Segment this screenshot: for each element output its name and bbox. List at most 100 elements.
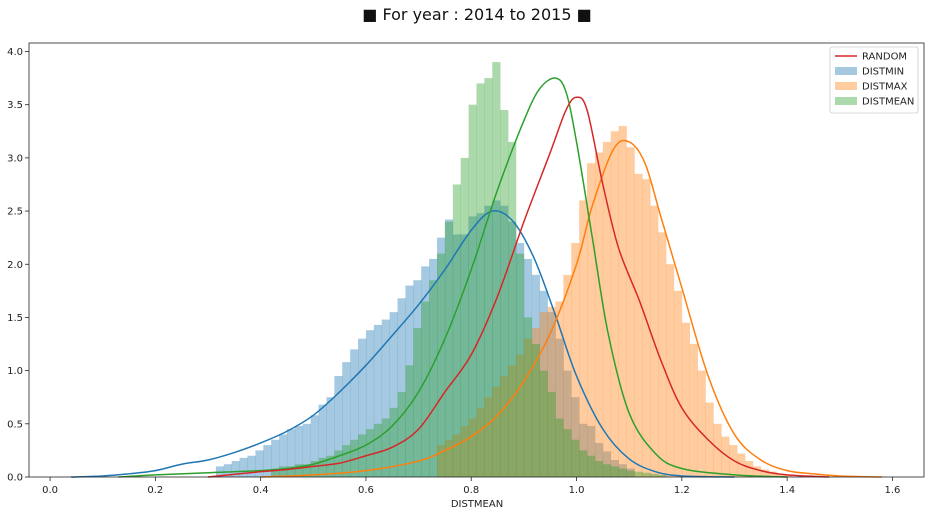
hist-bar-distmin xyxy=(271,439,280,477)
x-axis: 0.0 0.2 0.4 0.6 0.8 1.0 1.2 1.4 1.6 xyxy=(42,477,900,496)
legend-label-distmin: DISTMIN xyxy=(862,67,904,78)
y-tick-label: 3.0 xyxy=(7,153,23,164)
hist-bar-distmean xyxy=(421,301,430,477)
hist-bar-distmax xyxy=(642,179,651,477)
hist-bar-distmin xyxy=(579,423,588,477)
hist-bar-distmin xyxy=(587,425,596,477)
y-axis: 0.0 0.5 1.0 1.5 2.0 2.5 3.0 3.5 4.0 xyxy=(7,47,29,484)
hist-bar-distmean xyxy=(626,470,635,477)
y-tick-label: 0.0 xyxy=(7,473,23,484)
hist-bar-distmax xyxy=(737,453,746,477)
hist-bar-distmin xyxy=(231,461,240,477)
hist-bar-distmax xyxy=(666,264,675,477)
hist-bar-distmax xyxy=(697,370,706,477)
hist-bar-distmean xyxy=(492,62,501,477)
legend: RANDOM DISTMIN DISTMAX DISTMEAN xyxy=(829,46,919,114)
x-tick-label: 1.6 xyxy=(884,485,900,496)
y-tick-label: 1.0 xyxy=(7,366,23,377)
legend-label-random: RANDOM xyxy=(862,52,907,63)
kde-line-random xyxy=(207,96,830,478)
hist-bar-distmin xyxy=(239,457,248,477)
hist-bar-distmax xyxy=(508,365,517,477)
hist-bar-distmin xyxy=(508,221,517,477)
hist-bar-distmax xyxy=(689,344,698,477)
hist-bar-distmax xyxy=(626,147,635,477)
hist-bar-distmin xyxy=(531,274,540,477)
hist-bar-distmax xyxy=(634,173,643,477)
hist-bar-distmin xyxy=(389,312,398,477)
hist-bar-distmin xyxy=(555,338,564,477)
hist-distmean xyxy=(271,62,667,478)
hist-bar-distmax xyxy=(452,434,462,477)
hist-bar-distmean xyxy=(429,280,438,477)
legend-label-distmean: DISTMEAN xyxy=(862,97,914,108)
hist-bar-distmin xyxy=(547,312,556,477)
hist-bar-distmean xyxy=(350,439,359,477)
hist-bar-distmin xyxy=(334,375,343,477)
hist-bar-distmin xyxy=(397,298,406,477)
y-tick-label: 2.5 xyxy=(7,207,23,218)
hist-bar-distmean xyxy=(271,468,280,477)
x-tick-label: 0.4 xyxy=(253,485,269,496)
y-tick-label: 2.0 xyxy=(7,260,23,271)
hist-bar-distmax xyxy=(437,445,446,477)
hist-bar-distmin xyxy=(413,280,422,477)
hist-bar-distmin xyxy=(594,442,604,477)
hist-bar-distmin xyxy=(444,219,454,477)
hist-bar-distmin xyxy=(310,415,319,477)
hist-bar-distmin xyxy=(563,370,572,477)
hist-bar-distmax xyxy=(500,375,509,477)
hist-bar-distmin xyxy=(302,423,311,477)
hist-bar-distmax xyxy=(444,439,454,477)
hist-bar-distmean xyxy=(634,471,643,477)
hist-bar-distmin xyxy=(460,234,469,477)
hist-bar-distmin xyxy=(350,349,359,477)
hist-bar-distmax xyxy=(492,386,501,477)
legend-swatch-distmean xyxy=(835,97,857,105)
kde-line-distmin xyxy=(71,210,735,478)
hist-bar-distmean xyxy=(642,472,651,477)
hist-bar-distmean xyxy=(618,468,627,477)
hist-bar-distmin xyxy=(492,200,501,477)
hist-bar-distmax xyxy=(602,141,612,478)
hist-bar-distmin xyxy=(571,397,580,477)
hist-bar-distmin xyxy=(468,216,477,477)
hist-bar-distmean xyxy=(373,423,383,477)
hist-bar-distmax xyxy=(776,473,785,477)
hist-bar-distmax xyxy=(531,328,540,477)
hist-bar-distmean xyxy=(539,370,548,477)
hist-bar-distmin xyxy=(610,459,619,477)
x-tick-label: 1.0 xyxy=(569,485,585,496)
hist-bar-distmean xyxy=(389,407,398,477)
hist-bar-distmax xyxy=(515,354,525,477)
x-axis-label: DISTMEAN xyxy=(451,499,503,510)
hist-bar-distmean xyxy=(515,253,525,477)
y-tick-label: 3.5 xyxy=(7,100,23,111)
hist-bar-distmean xyxy=(523,317,533,477)
hist-bar-distmin xyxy=(421,266,430,477)
hist-bar-distmax xyxy=(563,274,572,477)
hist-bar-distmin xyxy=(365,330,375,477)
hist-bar-distmean xyxy=(326,455,335,477)
hist-bar-distmax xyxy=(760,469,769,477)
hist-bar-distmin xyxy=(294,425,304,477)
hist-bar-distmax xyxy=(705,402,714,477)
hist-bar-distmean xyxy=(405,365,414,477)
hist-bar-distmax xyxy=(768,471,777,477)
hist-bar-distmean xyxy=(563,429,572,477)
chart-title: ■ For year : 2014 to 2015 ■ xyxy=(362,5,591,24)
hist-bar-distmax xyxy=(752,466,762,477)
x-tick-label: 0.0 xyxy=(42,485,58,496)
hist-bar-distmin xyxy=(247,455,256,477)
hist-bar-distmin xyxy=(452,234,462,477)
hist-bar-distmax xyxy=(681,322,691,477)
hist-bar-distmax xyxy=(721,436,730,477)
kde-line-distmean xyxy=(118,77,788,478)
hist-bar-distmin xyxy=(523,258,533,477)
hist-bar-distmean xyxy=(279,466,288,477)
hist-bar-distmin xyxy=(326,397,335,477)
hist-bar-distmin xyxy=(515,242,525,477)
hist-bar-distmax xyxy=(460,425,469,477)
hist-bar-distmax xyxy=(784,474,793,477)
